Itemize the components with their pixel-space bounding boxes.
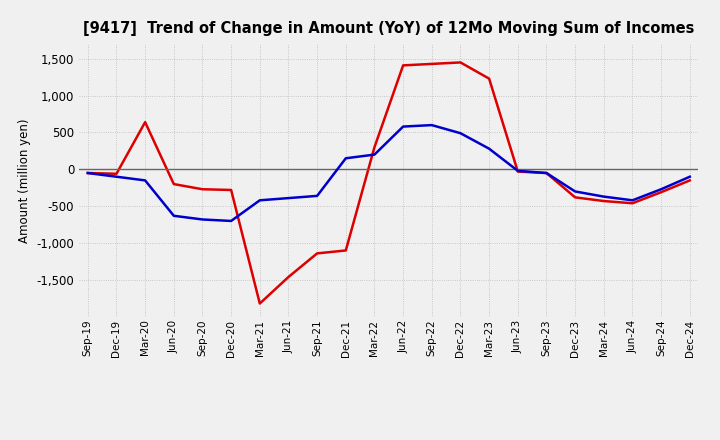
Net Income [112, 171, 121, 176]
Net Income [685, 178, 694, 183]
Ordinary Income [657, 187, 665, 192]
Net Income [628, 201, 636, 206]
Line: Net Income: Net Income [88, 62, 690, 304]
Net Income [399, 63, 408, 68]
Title: [9417]  Trend of Change in Amount (YoY) of 12Mo Moving Sum of Incomes: [9417] Trend of Change in Amount (YoY) o… [83, 21, 695, 36]
Ordinary Income [256, 198, 264, 203]
Ordinary Income [513, 168, 522, 173]
Net Income [256, 301, 264, 306]
Ordinary Income [198, 217, 207, 222]
Net Income [312, 251, 321, 256]
Net Income [169, 181, 178, 187]
Ordinary Income [227, 218, 235, 224]
Net Income [198, 187, 207, 192]
Ordinary Income [169, 213, 178, 218]
Net Income [513, 169, 522, 174]
Net Income [284, 275, 293, 280]
Ordinary Income [628, 198, 636, 203]
Legend: Ordinary Income, Net Income: Ordinary Income, Net Income [230, 438, 548, 440]
Net Income [370, 145, 379, 150]
Net Income [227, 187, 235, 193]
Net Income [657, 190, 665, 195]
Net Income [571, 195, 580, 200]
Net Income [600, 198, 608, 204]
Ordinary Income [485, 146, 493, 151]
Net Income [84, 170, 92, 176]
Ordinary Income [284, 195, 293, 201]
Y-axis label: Amount (million yen): Amount (million yen) [18, 118, 31, 242]
Ordinary Income [141, 178, 150, 183]
Line: Ordinary Income: Ordinary Income [88, 125, 690, 221]
Ordinary Income [685, 174, 694, 180]
Ordinary Income [370, 152, 379, 157]
Ordinary Income [84, 170, 92, 176]
Net Income [341, 248, 350, 253]
Ordinary Income [600, 194, 608, 199]
Ordinary Income [542, 170, 551, 176]
Net Income [542, 170, 551, 176]
Ordinary Income [399, 124, 408, 129]
Ordinary Income [341, 156, 350, 161]
Ordinary Income [112, 174, 121, 180]
Net Income [456, 60, 465, 65]
Ordinary Income [456, 131, 465, 136]
Net Income [485, 76, 493, 81]
Ordinary Income [428, 122, 436, 128]
Net Income [141, 120, 150, 125]
Net Income [428, 61, 436, 66]
Ordinary Income [571, 189, 580, 194]
Ordinary Income [312, 193, 321, 198]
